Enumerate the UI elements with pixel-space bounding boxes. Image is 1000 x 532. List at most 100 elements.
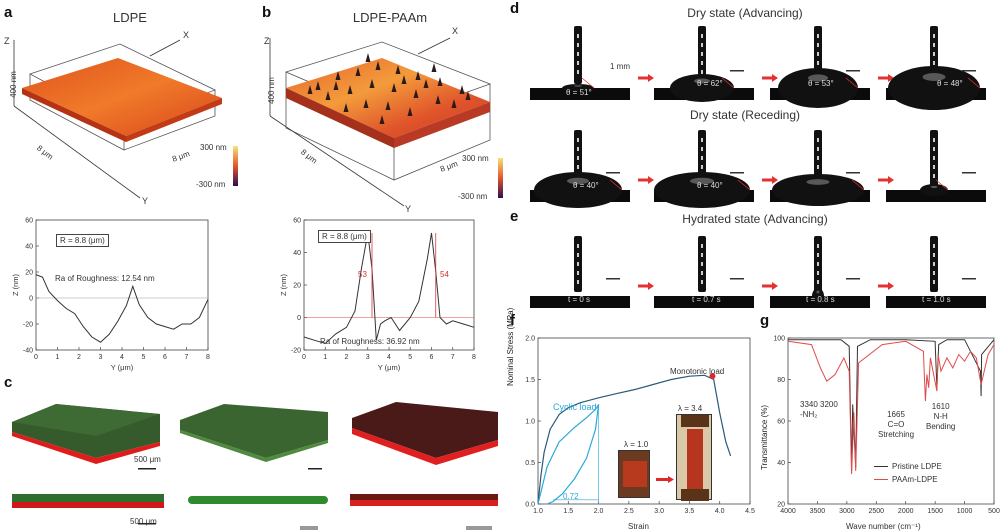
area-value: 0.72 (563, 492, 579, 501)
scale-bar (606, 278, 620, 280)
marker-54: 54 (440, 270, 449, 279)
needle-mark (701, 244, 703, 248)
needle-mark (577, 43, 579, 47)
y-tick-label: 100 (773, 336, 785, 343)
x-tick-label: 2000 (898, 508, 914, 515)
droplet (772, 174, 864, 206)
needle-mark (933, 253, 935, 257)
panel-b-title: LDPE-PAAm (352, 10, 428, 25)
needle-mark (701, 280, 703, 284)
y-tick-label: -40 (23, 348, 33, 355)
needle-mark (933, 147, 935, 151)
drop-image (654, 130, 754, 208)
x-tick-label: 1000 (957, 508, 973, 515)
g-ylabel: Transmittance (%) (760, 404, 769, 470)
scale-bar (846, 172, 860, 174)
time-3: t = 0.8 s (806, 295, 835, 304)
needle-mark (933, 61, 935, 65)
surface-spikes (307, 53, 471, 124)
y-tick-label: 0.5 (525, 460, 535, 467)
annotation-nh2: 3340 3200 -NH₂ (800, 400, 838, 419)
block-2 (180, 404, 328, 458)
needle-mark (577, 280, 579, 284)
needle-mark (933, 244, 935, 248)
x-tick-label: 4.5 (745, 508, 755, 515)
dry-advancing-title: Dry state (Advancing) (687, 6, 803, 20)
spike (379, 115, 385, 124)
y-tick-label: 40 (777, 460, 785, 467)
needle-mark (817, 253, 819, 257)
needle-mark (577, 253, 579, 257)
needle-mark (701, 165, 703, 169)
cross-section-3 (350, 494, 498, 504)
drop-image (770, 26, 870, 108)
axis-z-a: Z (4, 36, 10, 46)
needle-mark (817, 262, 819, 266)
drop-image (770, 130, 870, 206)
surface (22, 58, 222, 136)
panel-label-b: b (262, 4, 272, 21)
x-tick-label: 1.0 (533, 508, 543, 515)
x-tick-label: 2.5 (624, 508, 634, 515)
needle-mark (817, 280, 819, 284)
tangent-line (721, 77, 735, 89)
inset-photo-before (618, 450, 650, 498)
red-arrow (878, 74, 894, 82)
y-tick-label: -20 (23, 322, 33, 329)
needle-mark (701, 271, 703, 275)
scale-bar (730, 70, 744, 72)
droplet (812, 288, 824, 304)
droplet-highlight (567, 177, 589, 185)
axis-y-a: Y (142, 196, 149, 206)
needle-mark (577, 156, 579, 160)
scale-bar (962, 172, 976, 174)
x-tick-label: 1.5 (563, 508, 573, 515)
contact-angle-images (530, 26, 986, 308)
needle-mark (933, 262, 935, 266)
scale-bar (730, 172, 744, 174)
x-tick-label: 3500 (810, 508, 826, 515)
spike (415, 71, 421, 80)
monotonic-label: Monotonic load (670, 367, 725, 376)
y-tick-label: 60 (777, 419, 785, 426)
block-3 (352, 402, 498, 458)
substrate (530, 88, 630, 100)
red-arrow (878, 176, 894, 184)
spike (437, 77, 443, 86)
angle-adv-2: θ = 62° (697, 79, 723, 88)
g-xlabel: Wave number (cm⁻¹) (846, 522, 921, 531)
axis-x-b: X (452, 26, 459, 36)
spike (315, 81, 321, 90)
y-axis (13, 105, 141, 199)
scale-bar (730, 278, 744, 280)
spike (459, 85, 465, 94)
angle-rec-1: θ = 40° (573, 181, 599, 190)
angle-adv-4: θ = 48° (937, 79, 963, 88)
needle-mark (577, 52, 579, 56)
x-tick-label: 3.0 (654, 508, 664, 515)
droplet-highlight (690, 177, 714, 185)
spike (347, 85, 353, 94)
colorbar-max-b: 300 nm (462, 154, 489, 163)
panel-label-c: c (4, 374, 13, 391)
series-line-ldpe (35, 274, 209, 343)
spike (307, 85, 313, 94)
angle-adv-3: θ = 53° (808, 79, 834, 88)
droplet (534, 172, 622, 208)
drop-image (886, 130, 986, 202)
red-arrow (762, 74, 778, 82)
inset-photo-after (676, 414, 712, 501)
needle-mark (933, 271, 935, 275)
dry-receding-title: Dry state (Receding) (689, 108, 801, 122)
spike (395, 65, 401, 74)
x-tick-label: 3000 (839, 508, 855, 515)
x-tick-label: 2 (345, 354, 349, 361)
y-axis-label: Z (nm) (279, 273, 288, 296)
needle-mark (933, 34, 935, 38)
legend-g: Pristine LDPE PAAm-LDPE (874, 462, 942, 484)
colorbar-max-a: 300 nm (200, 143, 227, 152)
angle-adv-1: θ = 51° (566, 88, 592, 97)
x-tick-label: 1500 (927, 508, 943, 515)
colorbar (498, 158, 503, 198)
tangent-line (581, 77, 595, 89)
